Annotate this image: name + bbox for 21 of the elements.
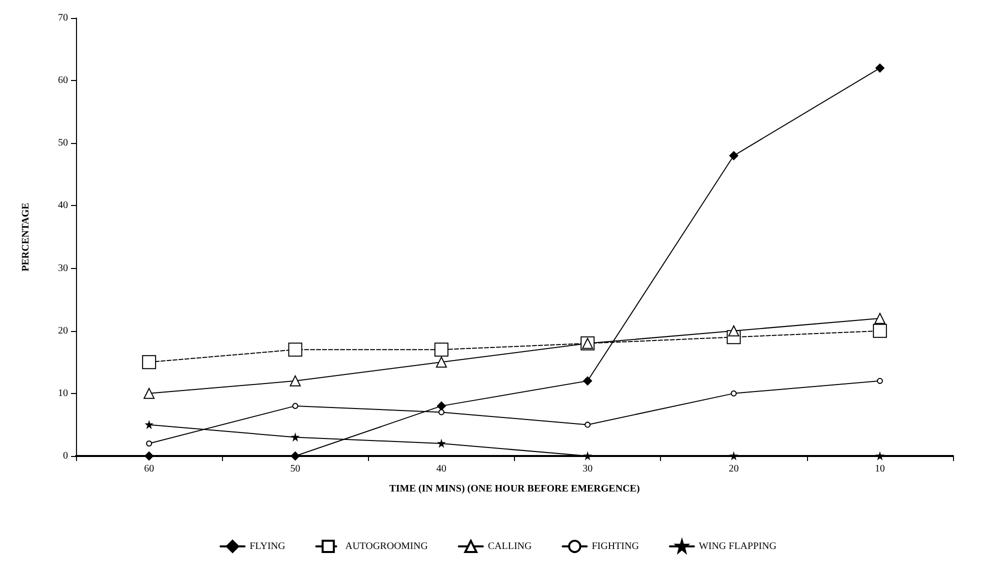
y-tick-label: 60: [58, 75, 68, 86]
y-tick-label: 40: [58, 200, 68, 212]
x-tick-label: 60: [144, 464, 154, 474]
x-tick-label: 30: [582, 464, 593, 474]
y-tick-label: 20: [58, 325, 68, 336]
legend-label: WING FLAPPING: [698, 540, 776, 552]
y-tick-label: 70: [58, 12, 68, 24]
y-tick-label: 30: [58, 262, 68, 274]
y-tick-label: 50: [58, 138, 68, 149]
legend-label: CALLING: [488, 540, 532, 552]
legend-label: FLYING: [250, 540, 286, 552]
x-axis-title: TIME (IN MINS) (ONE HOUR BEFORE EMERGENCE): [389, 484, 640, 494]
x-tick-label: 40: [436, 464, 446, 474]
legend-label: AUTOGROOMING: [345, 540, 428, 552]
y-axis-title: PERCENTAGE: [20, 202, 32, 272]
x-tick-label: 10: [874, 464, 885, 474]
y-tick-label: 0: [63, 450, 68, 462]
y-tick-label: 10: [58, 388, 68, 399]
x-tick-label: 20: [728, 464, 739, 474]
legend-label: FIGHTING: [592, 540, 639, 552]
x-tick-label: 50: [290, 464, 300, 474]
